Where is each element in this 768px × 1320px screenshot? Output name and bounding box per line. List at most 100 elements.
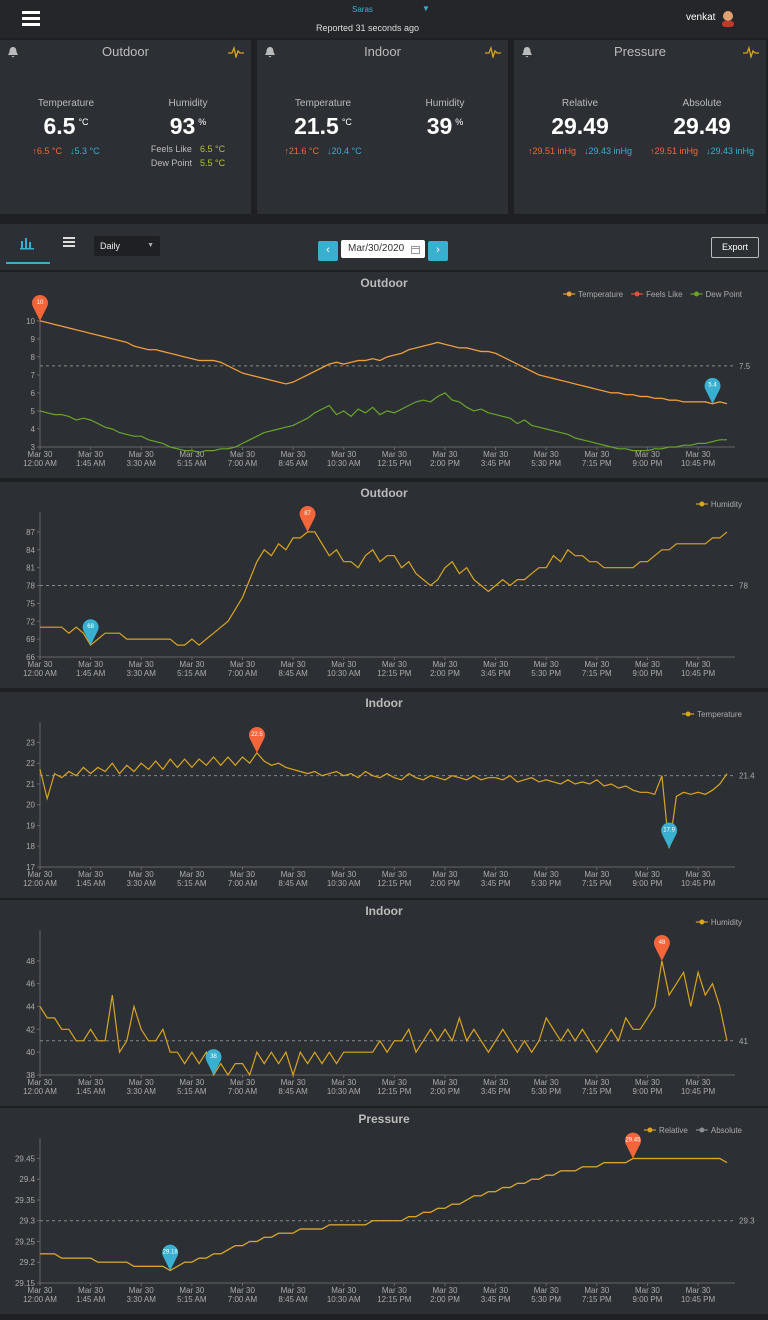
y-tick-label: 29.35 (15, 1196, 36, 1205)
x-tick-label: 12:00 AM (23, 1295, 57, 1304)
x-tick-date: Mar 30 (483, 660, 508, 669)
list-view-icon[interactable] (63, 237, 77, 249)
next-button[interactable]: › (428, 241, 448, 261)
y-tick-label: 10 (26, 317, 35, 326)
average-label: 7.5 (739, 362, 751, 371)
x-tick-date: Mar 30 (382, 1078, 407, 1087)
detail-value: 5.5 °C (199, 158, 226, 168)
detail-row: Feels Like 6.5 °C (128, 144, 248, 154)
chart-panel: Pressure Absolute Relative 29.15 29.2 29.25 29… (0, 1108, 768, 1314)
x-tick-label: 9:00 PM (633, 669, 663, 678)
x-tick-date: Mar 30 (230, 1078, 255, 1087)
location-select[interactable]: Saras ▼ (352, 4, 430, 14)
y-tick-label: 42 (26, 1025, 35, 1034)
y-tick-label: 4 (31, 425, 36, 434)
x-tick-date: Mar 30 (230, 870, 255, 879)
x-tick-label: 10:45 PM (681, 459, 716, 468)
y-tick-label: 5 (31, 407, 36, 416)
x-tick-date: Mar 30 (635, 870, 660, 879)
x-tick-date: Mar 30 (179, 1286, 204, 1295)
legend-label: Relative (659, 1126, 688, 1135)
x-tick-label: 3:30 AM (127, 1295, 157, 1304)
x-tick-date: Mar 30 (281, 660, 306, 669)
metric-label: Absolute (682, 98, 722, 109)
legend-dot (694, 291, 700, 297)
x-tick-date: Mar 30 (28, 1078, 53, 1087)
value: 6.5 (43, 113, 76, 139)
y-tick-label: 75 (26, 599, 35, 608)
x-tick-label: 7:15 PM (582, 879, 612, 888)
x-tick-date: Mar 30 (331, 870, 356, 879)
y-tick-label: 29.15 (15, 1279, 36, 1288)
chart-panel: Outdoor Humidity 66 69 72 75 78 81 84 87 Mar 30 12:… (0, 482, 768, 688)
x-tick-date: Mar 30 (433, 1286, 458, 1295)
user-name[interactable]: venkat (686, 12, 716, 23)
x-tick-date: Mar 30 (179, 870, 204, 879)
up-arrow: ↑ (649, 146, 655, 156)
y-tick-label: 48 (26, 957, 35, 966)
marker-label: 5.4 (708, 383, 717, 389)
bell-shape (522, 47, 532, 58)
x-tick-date: Mar 30 (28, 660, 53, 669)
metric-value: 21.5 °C (263, 113, 383, 140)
period-select[interactable]: Daily ▼ (94, 236, 160, 256)
y-tick-label: 29.3 (19, 1217, 35, 1226)
unit: °C (78, 117, 89, 128)
y-tick-label: 8 (31, 353, 36, 362)
x-tick-label: 10:30 AM (327, 1087, 361, 1096)
x-tick-label: 8:45 AM (278, 459, 308, 468)
y-tick-label: 9 (31, 335, 36, 344)
extreme-marker (704, 377, 721, 404)
x-tick-date: Mar 30 (179, 450, 204, 459)
x-tick-label: 5:30 PM (531, 459, 561, 468)
prev-button[interactable]: ‹ (318, 241, 338, 261)
avatar[interactable] (720, 9, 736, 27)
y-tick-label: 72 (26, 617, 35, 626)
legend-dot (699, 501, 705, 507)
date-input[interactable]: Mar/30/2020 (341, 240, 425, 258)
x-tick-date: Mar 30 (635, 1286, 660, 1295)
marker-label: 38 (210, 1054, 217, 1060)
x-tick-date: Mar 30 (584, 660, 609, 669)
extreme-marker (653, 934, 670, 961)
metric-label: Temperature (294, 98, 352, 109)
chart-panel: Indoor Temperature 17 18 19 20 21 22 23 Mar 30 12:… (0, 692, 768, 898)
x-tick-date: Mar 30 (382, 660, 407, 669)
pulse-icon (743, 46, 759, 58)
bell-shape (265, 47, 275, 58)
x-tick-label: 5:30 PM (531, 669, 561, 678)
status: Reported 31 seconds ago (315, 23, 420, 33)
x-tick-date: Mar 30 (28, 870, 53, 879)
y-tick-label: 20 (26, 801, 35, 810)
x-tick-label: 3:45 PM (481, 459, 511, 468)
average-label: 78 (739, 582, 748, 591)
low-value: 29.43 inHg (710, 146, 755, 156)
extreme-marker (248, 726, 265, 753)
y-tick-label: 84 (26, 546, 35, 555)
x-tick-label: 9:00 PM (633, 879, 663, 888)
y-tick-label: 7 (31, 371, 36, 380)
x-tick-label: 12:15 PM (377, 879, 412, 888)
export-button[interactable]: Export (711, 237, 759, 258)
metric-value: 6.5 °C (6, 113, 126, 140)
x-tick-label: 3:45 PM (481, 1295, 511, 1304)
marker-label: 87 (304, 511, 311, 517)
metric: Humidity 93% Feels Like 6.5 °C Dew Point 5.5 … (128, 98, 248, 168)
marker-label: 29.45 (625, 1137, 641, 1143)
x-tick-date: Mar 30 (382, 1286, 407, 1295)
legend-label: Feels Like (646, 290, 683, 299)
y-tick-label: 29.25 (15, 1237, 36, 1246)
menu-icon[interactable] (22, 11, 42, 27)
low-value: 29.43 inHg (588, 146, 633, 156)
marker-label: 10 (37, 300, 44, 306)
marker-label: 48 (659, 940, 666, 946)
x-tick-date: Mar 30 (534, 450, 559, 459)
x-tick-date: Mar 30 (281, 1286, 306, 1295)
extreme-marker (661, 822, 678, 849)
unit: % (198, 117, 207, 128)
chart-view-icon[interactable] (20, 236, 36, 250)
marker-label: 29.18 (163, 1250, 179, 1256)
x-tick-label: 7:00 AM (228, 669, 258, 678)
legend-label: Absolute (711, 1126, 743, 1135)
